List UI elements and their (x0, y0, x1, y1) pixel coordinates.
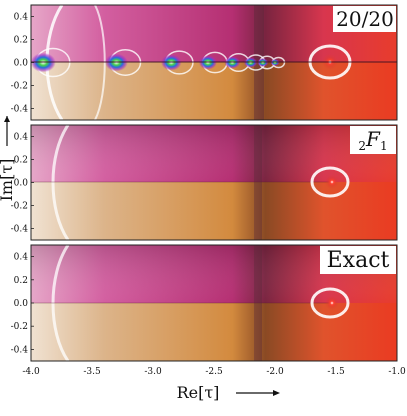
x-tick-label: -2.0 (266, 367, 284, 377)
y-tick-label: -0.4 (11, 105, 29, 115)
y-tick-label: -0.4 (11, 225, 29, 235)
x-tick-label: -3.0 (144, 367, 162, 377)
y-tick-labels: 0.4 0.2 0.0 -0.2 -0.4 0.4 0.2 0.0 -0.2 -0.4 0.4 0.2… (11, 13, 34, 355)
y-tick-label: 0.0 (14, 59, 29, 69)
x-axis-label-group: Re[τ] (177, 383, 280, 402)
panel-hypergeometric: 2F1 (30, 124, 398, 241)
y-tick-label: 0.2 (14, 156, 28, 166)
x-tick-labels: -4.0 -3.5 -3.0 -2.5 -2.0 -1.5 -1.0 (22, 367, 406, 377)
x-tick-label: -4.0 (22, 367, 40, 377)
x-tick-label: -1.5 (327, 367, 345, 377)
panel-pade: 20/20 (30, 4, 398, 121)
x-axis-arrowhead (273, 390, 280, 396)
panel-exact-label: Exact (327, 248, 390, 273)
panel-exact: Exact (30, 244, 398, 362)
y-tick-label: -0.4 (11, 345, 29, 355)
y-tick-label: 0.2 (14, 276, 28, 286)
panel-exact-label-box (320, 246, 396, 274)
panel-hypergeometric-label-box (350, 126, 396, 154)
y-tick-label: 0.0 (14, 299, 29, 309)
x-tick-label: -2.5 (205, 367, 223, 377)
y-tick-label: 0.4 (14, 13, 29, 23)
y-axis-label-group: Im[τ] (0, 116, 16, 201)
y-tick-label: -0.2 (11, 82, 28, 92)
x-axis-label: Re[τ] (177, 383, 220, 402)
y-tick-label: 0.4 (14, 253, 29, 263)
panel-hypergeometric-label: 2F1 (358, 127, 387, 153)
panel-pade-label-box (333, 6, 396, 32)
y-tick-label: -0.2 (11, 202, 28, 212)
y-axis-arrowhead (4, 116, 10, 122)
y-tick-label: 0.4 (14, 133, 29, 143)
x-tick-label: -1.0 (388, 367, 406, 377)
panel-pade-label: 20/20 (336, 7, 394, 31)
y-tick-label: 0.0 (14, 179, 29, 189)
x-tick-label: -3.5 (83, 367, 101, 377)
y-tick-label: 0.2 (14, 36, 28, 46)
y-axis-label: Im[τ] (0, 159, 16, 202)
y-tick-label: -0.2 (11, 322, 28, 332)
